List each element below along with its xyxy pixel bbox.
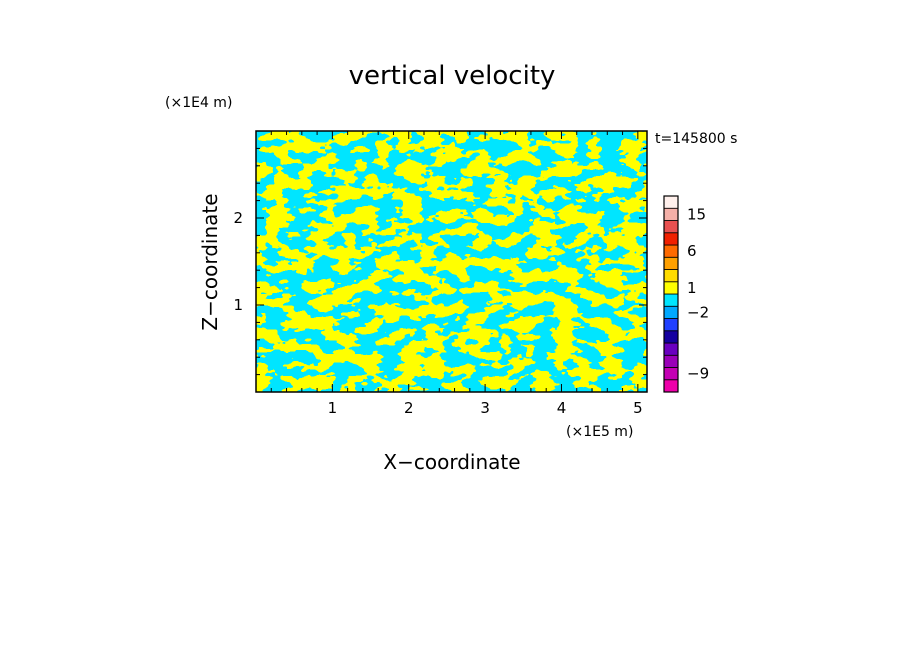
colorbar-level: [663, 207, 679, 221]
colorbar-level: [663, 244, 679, 258]
plot-frame: [255, 130, 648, 393]
colorbar-label: −9: [687, 365, 709, 383]
colorbar-level: [663, 318, 679, 332]
colorbar-level: [663, 220, 679, 234]
colorbar-level: [663, 293, 679, 307]
y-axis-unit: (×1E4 m): [165, 95, 232, 111]
colorbar-level: [663, 367, 679, 381]
colorbar-label: 6: [687, 242, 697, 260]
chart-title: vertical velocity: [349, 61, 556, 91]
x-axis-label: X−coordinate: [383, 450, 520, 474]
colorbar-level: [663, 342, 679, 356]
x-axis-unit: (×1E5 m): [566, 424, 633, 440]
colorbar: [663, 195, 679, 393]
y-tick-label: 1: [233, 296, 243, 314]
y-axis-ticks: 12: [233, 147, 647, 376]
colorbar-level: [663, 195, 679, 209]
colorbar-level: [663, 330, 679, 344]
colorbar-level: [663, 305, 679, 319]
x-tick-label: 5: [633, 399, 643, 417]
colorbar-level: [663, 379, 679, 393]
colorbar-labels: −9 −2 1 6 15: [687, 205, 709, 382]
x-tick-label: 2: [404, 399, 414, 417]
x-tick-label: 4: [557, 399, 567, 417]
colorbar-level: [663, 256, 679, 270]
x-tick-label: 3: [480, 399, 490, 417]
positive-field: [256, 131, 647, 392]
colorbar-level: [663, 354, 679, 368]
time-label: t=145800 s: [655, 131, 737, 147]
colorbar-label: 1: [687, 279, 697, 297]
colorbar-level: [663, 232, 679, 246]
y-axis-label: Z−coordinate: [198, 193, 222, 330]
colorbar-label: −2: [687, 303, 709, 321]
colorbar-level: [663, 281, 679, 295]
y-tick-label: 2: [233, 209, 243, 227]
x-axis-ticks: 1 2 3 4 5: [270, 131, 643, 417]
x-tick-label: 1: [328, 399, 338, 417]
colorbar-level: [663, 269, 679, 283]
colorbar-label: 15: [687, 205, 706, 223]
colorbar-frame: [663, 195, 679, 393]
plot-area: [256, 131, 647, 392]
